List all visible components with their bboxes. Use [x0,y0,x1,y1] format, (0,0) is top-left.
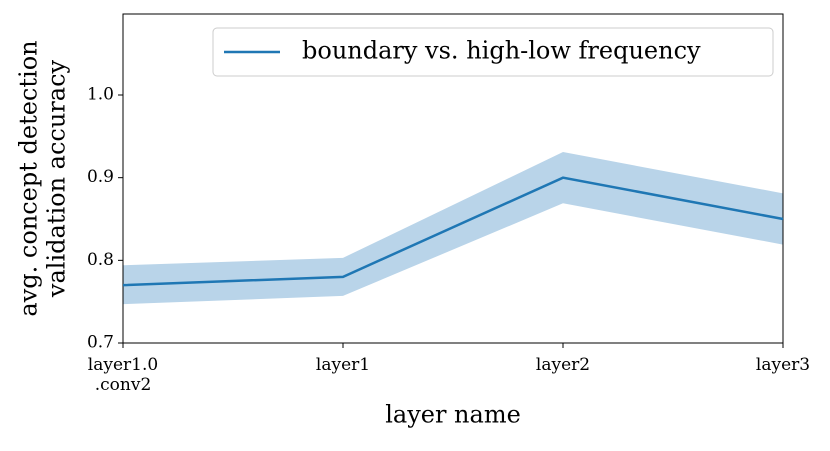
x-tick-label: layer1 [316,355,370,375]
x-tick-label: layer1.0 .conv2 [88,355,158,395]
y-axis-label: avg. concept detection [15,40,43,316]
x-tick-label: layer2 [536,355,590,375]
y-tick-label: 0.7 [87,333,114,353]
legend-label: boundary vs. high-low frequency [302,37,701,65]
plot-frame [122,13,784,344]
y-tick-label: 0.9 [87,167,114,187]
x-axis-label: layer name [385,401,521,429]
legend-box [212,27,774,77]
x-tick-label: layer3 [756,355,810,375]
y-tick-label: 0.8 [87,250,114,270]
line [122,176,784,287]
y-tick-label: 1.0 [87,85,114,105]
y-axis-label: validation accuracy [43,59,71,298]
legend: boundary vs. high-low frequency [212,27,774,77]
